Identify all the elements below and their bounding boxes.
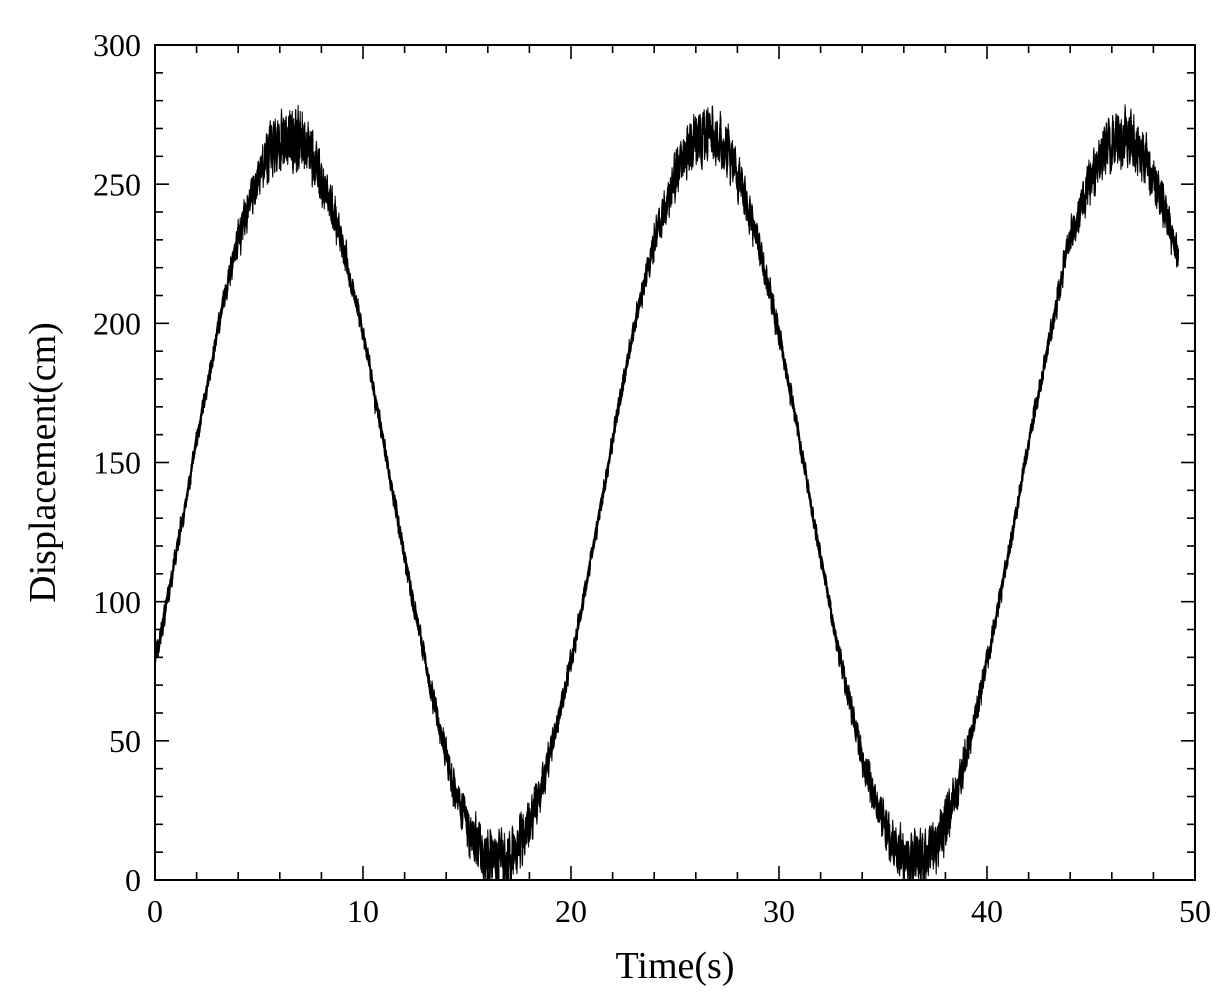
chart-svg: 0 10 20 30 40 50 0 50 100 150 200 250 300 Time(s) Disp… bbox=[0, 0, 1230, 1001]
y-tick-label: 300 bbox=[93, 27, 141, 63]
x-tick-label: 40 bbox=[971, 893, 1003, 929]
x-tick-label: 0 bbox=[147, 893, 163, 929]
x-tick-label: 10 bbox=[347, 893, 379, 929]
y-tick-label: 50 bbox=[109, 723, 141, 759]
y-tick-label: 0 bbox=[125, 862, 141, 898]
x-tick-label: 50 bbox=[1179, 893, 1211, 929]
displacement-time-chart: 0 10 20 30 40 50 0 50 100 150 200 250 300 Time(s) Disp… bbox=[0, 0, 1230, 1001]
y-tick-label: 250 bbox=[93, 166, 141, 202]
y-tick-label: 100 bbox=[93, 584, 141, 620]
y-tick-label: 150 bbox=[93, 445, 141, 481]
x-axis-label: Time(s) bbox=[616, 945, 735, 987]
y-axis-label: Displacement(cm) bbox=[22, 322, 64, 603]
x-tick-label: 30 bbox=[763, 893, 795, 929]
y-tick-label: 200 bbox=[93, 306, 141, 342]
x-tick-label: 20 bbox=[555, 893, 587, 929]
